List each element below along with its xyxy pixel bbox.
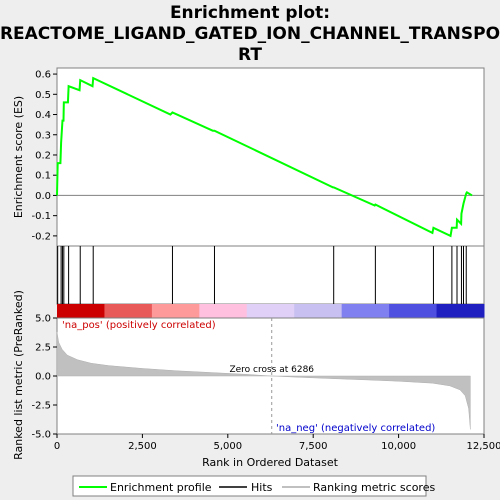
es-y-tick-label: 0.3 — [35, 130, 51, 141]
metric-y-tick-label: -5.0 — [31, 430, 51, 441]
title-line-2: REACTOME_LIGAND_GATED_ION_CHANNEL_TRANSP… — [0, 24, 500, 44]
es-y-tick-label: 0.2 — [35, 150, 51, 161]
gradient-segment — [57, 304, 105, 318]
gradient-segment — [199, 304, 248, 318]
gradient-segment — [151, 304, 200, 318]
x-tick-label: 0 — [54, 441, 60, 452]
ranking-metric-area — [56, 331, 471, 430]
rank-gradient-bar — [57, 304, 485, 318]
metric-y-tick-label: 2.5 — [35, 343, 51, 354]
gradient-segment — [341, 304, 390, 318]
hits-panel-frame — [56, 245, 485, 305]
x-tick-label: 7,500 — [299, 441, 328, 452]
es-y-tick-label: -0.2 — [31, 231, 51, 242]
x-axis-label: Rank in Ordered Dataset — [202, 456, 339, 469]
gradient-segment — [246, 304, 295, 318]
title-line-3: RT — [238, 45, 262, 65]
x-tick-label: 10,000 — [381, 441, 416, 452]
legend-label-enrichment: Enrichment profile — [110, 481, 212, 494]
legend-label-metric: Ranking metric scores — [313, 481, 435, 494]
legend-label-hits: Hits — [251, 481, 273, 494]
zero-cross-label: Zero cross at 6286 — [229, 365, 314, 375]
gradient-segment — [436, 304, 485, 318]
title-line-1: Enrichment plot: — [170, 3, 330, 23]
gradient-segment — [389, 304, 438, 318]
es-y-tick-label: 0.6 — [35, 70, 51, 81]
es-y-tick-label: 0.5 — [35, 90, 51, 101]
es-y-axis-label: Enrichment score (ES) — [12, 96, 25, 218]
na-pos-label: 'na_pos' (positively correlated) — [62, 320, 216, 331]
na-neg-label: 'na_neg' (negatively correlated) — [276, 423, 435, 434]
es-profile-line — [56, 76, 473, 238]
gradient-segment — [294, 304, 343, 318]
es-y-tick-label: 0.0 — [35, 191, 51, 202]
x-tick-label: 5,000 — [213, 441, 242, 452]
hits-panel — [56, 245, 485, 305]
x-tick-label: 2,500 — [128, 441, 157, 452]
metric-y-tick-label: -2.5 — [31, 401, 51, 412]
x-axis: 0 2,500 5,000 7,500 10,000 12,500 — [54, 434, 500, 452]
x-tick-label: 12,500 — [467, 441, 500, 452]
es-y-tick-label: 0.4 — [35, 110, 51, 121]
legend: Enrichment profile Hits Ranking metric s… — [72, 475, 435, 497]
es-panel: -0.2 -0.1 0.0 0.1 0.2 0.3 0.4 0.5 0.6 — [31, 67, 485, 247]
metric-y-axis-label: Ranked list metric (PreRanked) — [12, 290, 25, 460]
metric-y-tick-label: 5.0 — [35, 314, 51, 325]
metric-y-tick-label: 0.0 — [35, 372, 51, 383]
es-y-tick-label: 0.1 — [35, 171, 51, 182]
es-y-tick-label: -0.1 — [31, 211, 51, 222]
chart-title: Enrichment plot: REACTOME_LIGAND_GATED_I… — [0, 3, 500, 65]
metric-panel: -5.0 -2.5 0.0 2.5 5.0 'na_pos' (positively c… — [31, 314, 485, 441]
gradient-segment — [104, 304, 153, 318]
legend-frame — [72, 475, 427, 497]
